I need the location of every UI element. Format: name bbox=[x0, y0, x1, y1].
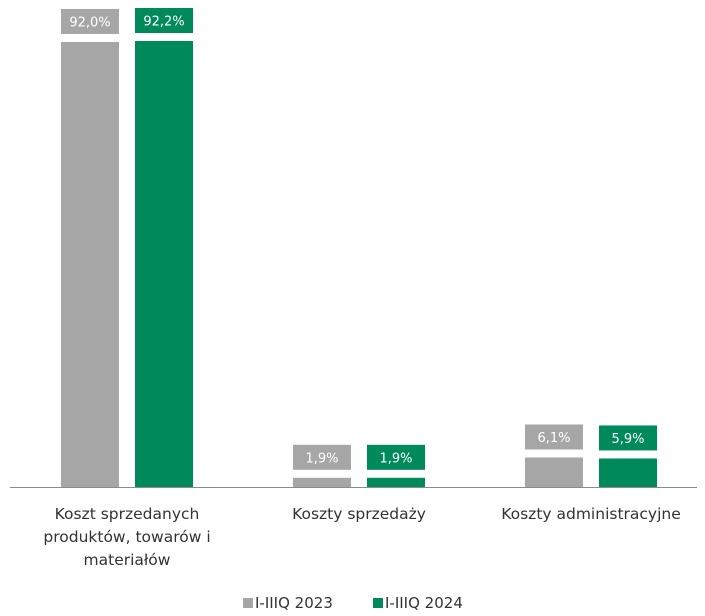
data-label-text: 92,2% bbox=[143, 15, 184, 30]
data-labels-group: 92,0% 1,9% 6,1% 92,2% 1,9% 5,9% bbox=[61, 8, 657, 470]
data-label-box bbox=[599, 425, 657, 451]
data-label-box bbox=[135, 8, 193, 33]
data-label-s0-c2: 6,1% bbox=[525, 424, 583, 450]
legend-swatch bbox=[243, 598, 253, 608]
legend-label: I-IIIQ 2023 bbox=[255, 594, 333, 612]
data-label-s1-c1: 1,9% bbox=[367, 444, 425, 470]
bar-s1-c2 bbox=[599, 458, 657, 487]
legend-item-1: I-IIIQ 2024 bbox=[373, 594, 463, 612]
data-label-s0-c1: 1,9% bbox=[293, 444, 351, 470]
category-labels-group: Koszt sprzedanych produktów, towarów i mat… bbox=[43, 505, 680, 569]
data-label-s1-c0: 92,2% bbox=[135, 8, 193, 33]
bar-s1-c1 bbox=[367, 477, 425, 487]
legend-label: I-IIIQ 2024 bbox=[385, 594, 463, 612]
bars-group bbox=[61, 41, 657, 487]
data-label-text: 6,1% bbox=[537, 431, 570, 446]
data-label-box bbox=[525, 424, 583, 450]
bar-s1-c0 bbox=[135, 41, 193, 487]
data-label-text: 92,0% bbox=[69, 15, 110, 30]
data-label-box bbox=[367, 444, 425, 470]
legend: I-IIIQ 2023 I-IIIQ 2024 bbox=[243, 594, 463, 612]
data-label-s1-c2: 5,9% bbox=[599, 425, 657, 451]
data-label-text: 5,9% bbox=[611, 432, 644, 447]
category-label-1-line-0: Koszty sprzedaży bbox=[292, 505, 426, 523]
data-label-text: 1,9% bbox=[305, 451, 338, 466]
bar-s0-c2 bbox=[525, 457, 583, 487]
category-label-2-line-0: Koszty administracyjne bbox=[501, 505, 681, 523]
data-label-text: 1,9% bbox=[379, 451, 412, 466]
legend-item-0: I-IIIQ 2023 bbox=[243, 594, 333, 612]
bar-s0-c0 bbox=[61, 41, 119, 487]
category-label-0-line-0: Koszt sprzedanych bbox=[55, 505, 200, 523]
data-label-s0-c0: 92,0% bbox=[61, 8, 119, 34]
category-label-0-line-2: materiałów bbox=[84, 551, 171, 569]
data-label-box bbox=[61, 8, 119, 34]
data-label-box bbox=[293, 444, 351, 470]
category-label-0-line-1: produktów, towarów i bbox=[43, 528, 210, 546]
bar-s0-c1 bbox=[293, 477, 351, 487]
legend-swatch bbox=[373, 598, 383, 608]
